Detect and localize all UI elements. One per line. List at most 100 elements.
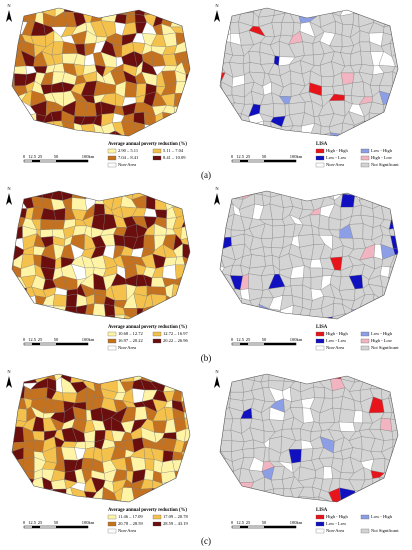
region [33,498,47,502]
region [12,132,27,136]
region [332,84,345,96]
legend-label: High - Low [371,338,393,343]
boundary [11,373,191,503]
region [391,429,398,441]
region [144,329,154,337]
region [232,325,246,336]
region [53,208,66,221]
region [348,498,365,502]
region [12,408,18,420]
region [40,131,57,136]
region [36,143,42,151]
legend-label: Non-Area [326,345,344,350]
region [220,101,226,117]
region [289,8,302,16]
region [400,44,412,56]
region [112,121,126,136]
region [145,194,156,210]
region [388,266,398,278]
region [102,191,116,198]
region [193,115,208,125]
region [191,315,206,327]
region [82,498,97,502]
region [220,33,231,43]
region [70,130,84,136]
region [82,325,96,336]
region [392,499,398,502]
scale-label: 25 [38,337,43,342]
region [231,8,245,14]
region [281,8,294,14]
region [313,386,325,399]
region [182,13,190,28]
region [120,501,136,502]
region [195,410,206,422]
region [399,470,412,482]
region [54,131,67,136]
region [220,25,225,37]
region [12,214,18,229]
legend-label: Low - Low [326,521,347,526]
region [130,456,146,472]
region [309,123,322,136]
region [401,300,411,308]
region [196,123,208,138]
region [193,51,207,67]
region [222,114,233,126]
region [401,236,412,249]
region [73,508,83,520]
region [319,8,333,14]
region [144,124,156,135]
region [390,191,398,201]
region [40,229,54,238]
region [249,254,266,269]
region [220,51,221,65]
legend-title: LISA [316,508,328,513]
region [170,12,186,28]
region [404,387,412,403]
region [184,124,190,136]
scale-label: 12.5 [28,154,37,159]
region [195,186,206,197]
region [338,421,356,432]
region [12,276,17,288]
map [12,8,208,151]
region [220,121,223,136]
region [278,131,293,136]
region [318,214,330,230]
region [220,285,226,299]
legend-swatch [360,514,370,520]
region [40,314,57,319]
region [359,41,371,52]
region [399,379,412,389]
region [359,316,370,319]
legend-swatch [360,528,370,534]
region [13,510,28,519]
region [389,303,398,318]
region [308,191,326,196]
region [186,106,190,115]
region [105,83,117,95]
region [341,122,355,136]
region [330,132,345,136]
region [240,8,255,14]
north-label: N [215,3,219,8]
region [299,374,314,380]
region [310,275,323,291]
region [230,315,246,319]
region [399,490,411,500]
region [220,378,232,393]
region [192,327,203,336]
region [220,295,226,310]
region [80,123,96,135]
region [194,294,206,310]
region [270,236,285,249]
region [163,121,177,136]
legend-label: 20.78 – 28.59 [118,521,144,526]
region [195,427,204,439]
region [12,408,27,423]
region [399,481,412,493]
region [310,374,326,382]
region [380,374,396,382]
region [242,486,252,502]
